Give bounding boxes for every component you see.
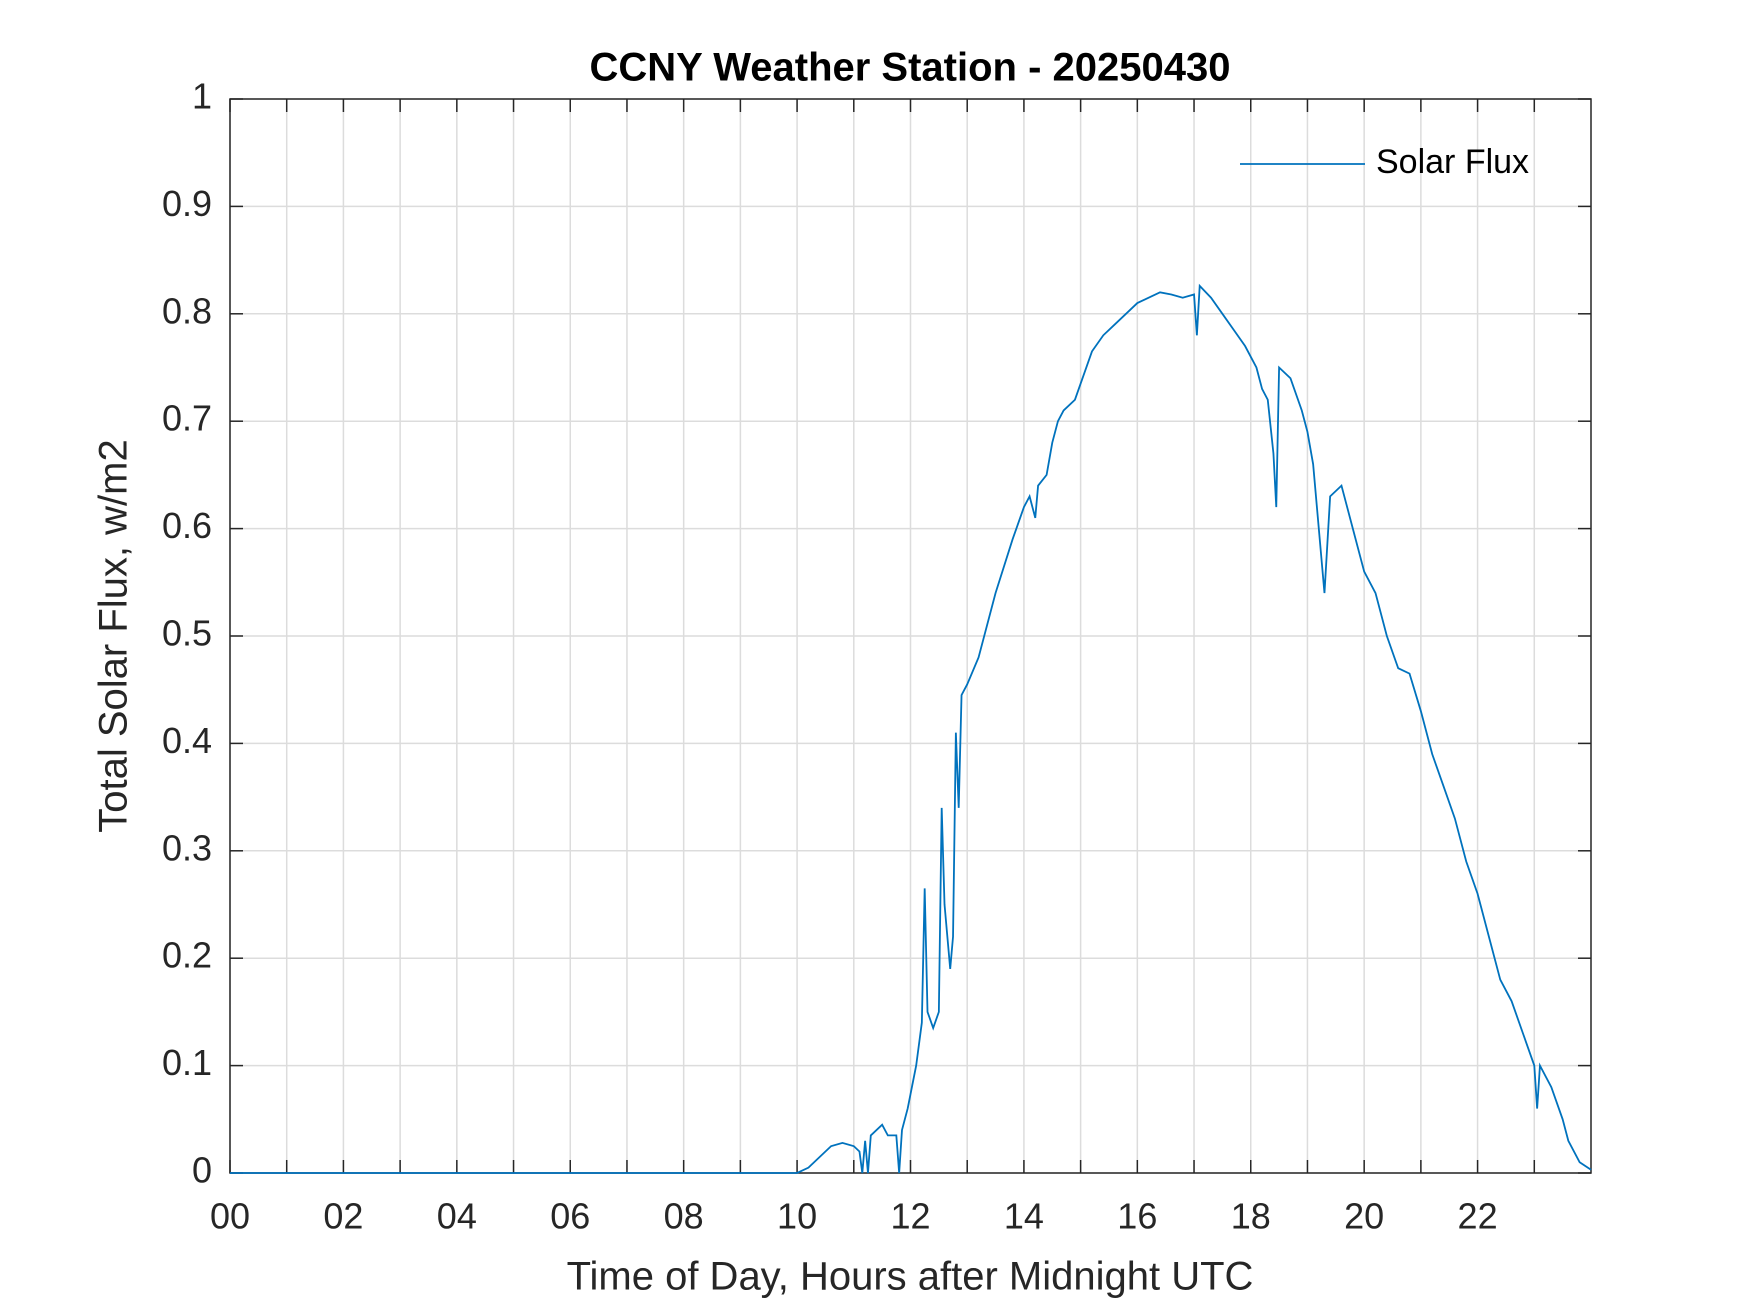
- y-tick-label: 1: [192, 76, 212, 117]
- y-tick-label: 0.2: [162, 935, 212, 976]
- x-tick-label: 00: [210, 1196, 250, 1237]
- y-tick-label: 0.9: [162, 183, 212, 224]
- x-tick-label: 12: [890, 1196, 930, 1237]
- x-tick-label: 22: [1458, 1196, 1498, 1237]
- y-tick-label: 0.8: [162, 290, 212, 331]
- x-axis-label: Time of Day, Hours after Midnight UTC: [567, 1255, 1254, 1299]
- x-tick-label: 06: [550, 1196, 590, 1237]
- x-tick-label: 04: [437, 1196, 477, 1237]
- y-tick-label: 0.4: [162, 720, 212, 761]
- x-tick-label: 20: [1344, 1196, 1384, 1237]
- x-tick-label: 08: [664, 1196, 704, 1237]
- y-tick-label: 0.1: [162, 1042, 212, 1083]
- y-tick-label: 0.5: [162, 613, 212, 654]
- plot-frame: [229, 98, 1592, 1174]
- legend-label: Solar Flux: [1376, 143, 1529, 181]
- data-line: [230, 283, 1592, 1174]
- y-tick-label: 0.6: [162, 505, 212, 546]
- y-tick-label: 0.7: [162, 398, 212, 439]
- x-tick-label: 14: [1004, 1196, 1044, 1237]
- y-tick-label: 0.3: [162, 827, 212, 868]
- chart-title: CCNY Weather Station - 20250430: [590, 46, 1231, 90]
- y-tick-label: 0: [192, 1150, 212, 1191]
- x-tick-label: 16: [1117, 1196, 1157, 1237]
- x-tick-label: 02: [323, 1196, 363, 1237]
- x-tick-label: 10: [777, 1196, 817, 1237]
- x-tick-label: 18: [1231, 1196, 1271, 1237]
- y-axis-label: Total Solar Flux, w/m2: [92, 439, 136, 832]
